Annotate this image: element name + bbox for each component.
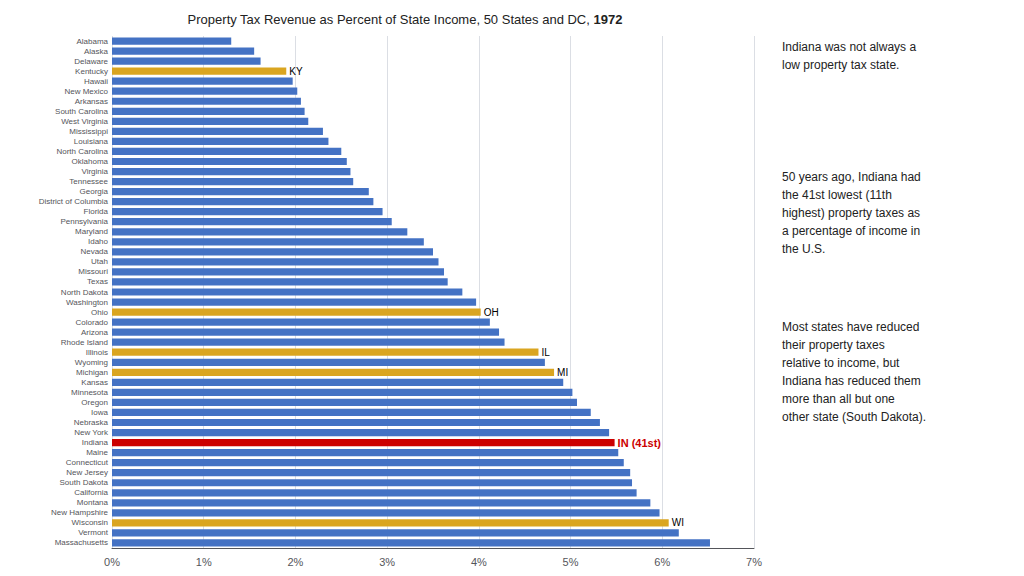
svg-text:Utah: Utah	[91, 257, 108, 266]
svg-text:Indiana has reduced them: Indiana has reduced them	[782, 374, 921, 388]
svg-text:OH: OH	[484, 307, 499, 318]
svg-text:the 41st lowest (11th: the 41st lowest (11th	[782, 188, 892, 202]
svg-text:Mississippi: Mississippi	[69, 127, 108, 136]
svg-text:Arizona: Arizona	[81, 328, 109, 337]
svg-text:50 years ago, Indiana had: 50 years ago, Indiana had	[782, 170, 921, 184]
svg-text:Georgia: Georgia	[80, 187, 109, 196]
svg-text:Wyoming: Wyoming	[75, 358, 108, 367]
svg-text:Vermont: Vermont	[78, 528, 109, 537]
svg-text:Tennessee: Tennessee	[69, 177, 108, 186]
svg-text:their property taxes: their property taxes	[782, 338, 885, 352]
svg-text:Hawaii: Hawaii	[84, 77, 108, 86]
svg-text:Most states have reduced: Most states have reduced	[782, 320, 919, 334]
svg-text:WI: WI	[672, 517, 684, 528]
svg-text:New Jersey: New Jersey	[66, 468, 108, 477]
svg-text:Minnesota: Minnesota	[71, 388, 108, 397]
svg-text:Missouri: Missouri	[78, 267, 108, 276]
svg-text:Nebraska: Nebraska	[74, 418, 109, 427]
svg-text:Maine: Maine	[86, 448, 108, 457]
svg-text:low property tax state.: low property tax state.	[782, 58, 899, 72]
svg-text:6%: 6%	[654, 556, 670, 568]
svg-text:a percentage of income in: a percentage of income in	[782, 224, 920, 238]
svg-text:7%: 7%	[746, 556, 762, 568]
svg-text:Virginia: Virginia	[81, 167, 108, 176]
svg-text:Massachusetts: Massachusetts	[55, 538, 108, 547]
svg-text:Alaska: Alaska	[84, 47, 109, 56]
svg-text:Illinois: Illinois	[86, 348, 108, 357]
svg-text:Kansas: Kansas	[81, 378, 108, 387]
svg-text:Nevada: Nevada	[80, 247, 108, 256]
svg-text:relative to income, but: relative to income, but	[782, 356, 900, 370]
svg-text:IL: IL	[541, 347, 550, 358]
svg-text:North Carolina: North Carolina	[56, 147, 108, 156]
svg-text:Michigan: Michigan	[76, 368, 108, 377]
svg-text:Indiana: Indiana	[82, 438, 109, 447]
svg-text:Colorado: Colorado	[76, 318, 109, 327]
svg-text:New Hampshire: New Hampshire	[51, 508, 108, 517]
svg-text:5%: 5%	[563, 556, 579, 568]
svg-text:3%: 3%	[379, 556, 395, 568]
svg-text:Idaho: Idaho	[88, 237, 109, 246]
svg-text:Arkansas: Arkansas	[75, 97, 108, 106]
svg-text:IN (41st): IN (41st)	[618, 437, 662, 449]
svg-text:1972: 1972	[594, 12, 623, 27]
svg-text:0%: 0%	[104, 556, 120, 568]
svg-text:South Carolina: South Carolina	[55, 107, 108, 116]
svg-text:Rhode Island: Rhode Island	[61, 338, 108, 347]
svg-text:South Dakota: South Dakota	[60, 478, 109, 487]
svg-text:New York: New York	[74, 428, 109, 437]
svg-text:Ohio: Ohio	[91, 308, 108, 317]
svg-text:Kentucky: Kentucky	[75, 67, 108, 76]
svg-text:West Virginia: West Virginia	[61, 117, 108, 126]
svg-text:1%: 1%	[196, 556, 212, 568]
svg-text:KY: KY	[289, 66, 303, 77]
svg-text:Connecticut: Connecticut	[66, 458, 109, 467]
svg-text:District of Columbia: District of Columbia	[39, 197, 109, 206]
svg-text:2%: 2%	[287, 556, 303, 568]
svg-text:MI: MI	[557, 367, 568, 378]
svg-text:Oklahoma: Oklahoma	[72, 157, 109, 166]
svg-text:other state (South Dakota).: other state (South Dakota).	[782, 410, 926, 424]
svg-text:Pennsylvania: Pennsylvania	[60, 217, 108, 226]
svg-text:4%: 4%	[471, 556, 487, 568]
svg-text:the U.S.: the U.S.	[782, 242, 825, 256]
svg-text:Texas: Texas	[87, 277, 108, 286]
svg-text:Louisiana: Louisiana	[74, 137, 109, 146]
svg-text:California: California	[74, 488, 108, 497]
svg-text:Delaware: Delaware	[74, 57, 108, 66]
svg-text:Iowa: Iowa	[91, 408, 108, 417]
svg-text:Property Tax Revenue as Percen: Property Tax Revenue as Percent of State…	[188, 12, 594, 27]
svg-text:more than all but one: more than all but one	[782, 392, 895, 406]
svg-text:Maryland: Maryland	[75, 227, 108, 236]
svg-text:North Dakota: North Dakota	[61, 288, 109, 297]
svg-text:Washington: Washington	[66, 298, 108, 307]
svg-text:New Mexico: New Mexico	[64, 87, 108, 96]
svg-text:highest) property taxes as: highest) property taxes as	[782, 206, 920, 220]
svg-text:Montana: Montana	[77, 498, 109, 507]
svg-text:Wisconsin: Wisconsin	[72, 518, 108, 527]
svg-text:Alabama: Alabama	[76, 37, 108, 46]
svg-text:Florida: Florida	[84, 207, 109, 216]
svg-text:Indiana was not always a: Indiana was not always a	[782, 40, 916, 54]
svg-text:Oregon: Oregon	[81, 398, 108, 407]
